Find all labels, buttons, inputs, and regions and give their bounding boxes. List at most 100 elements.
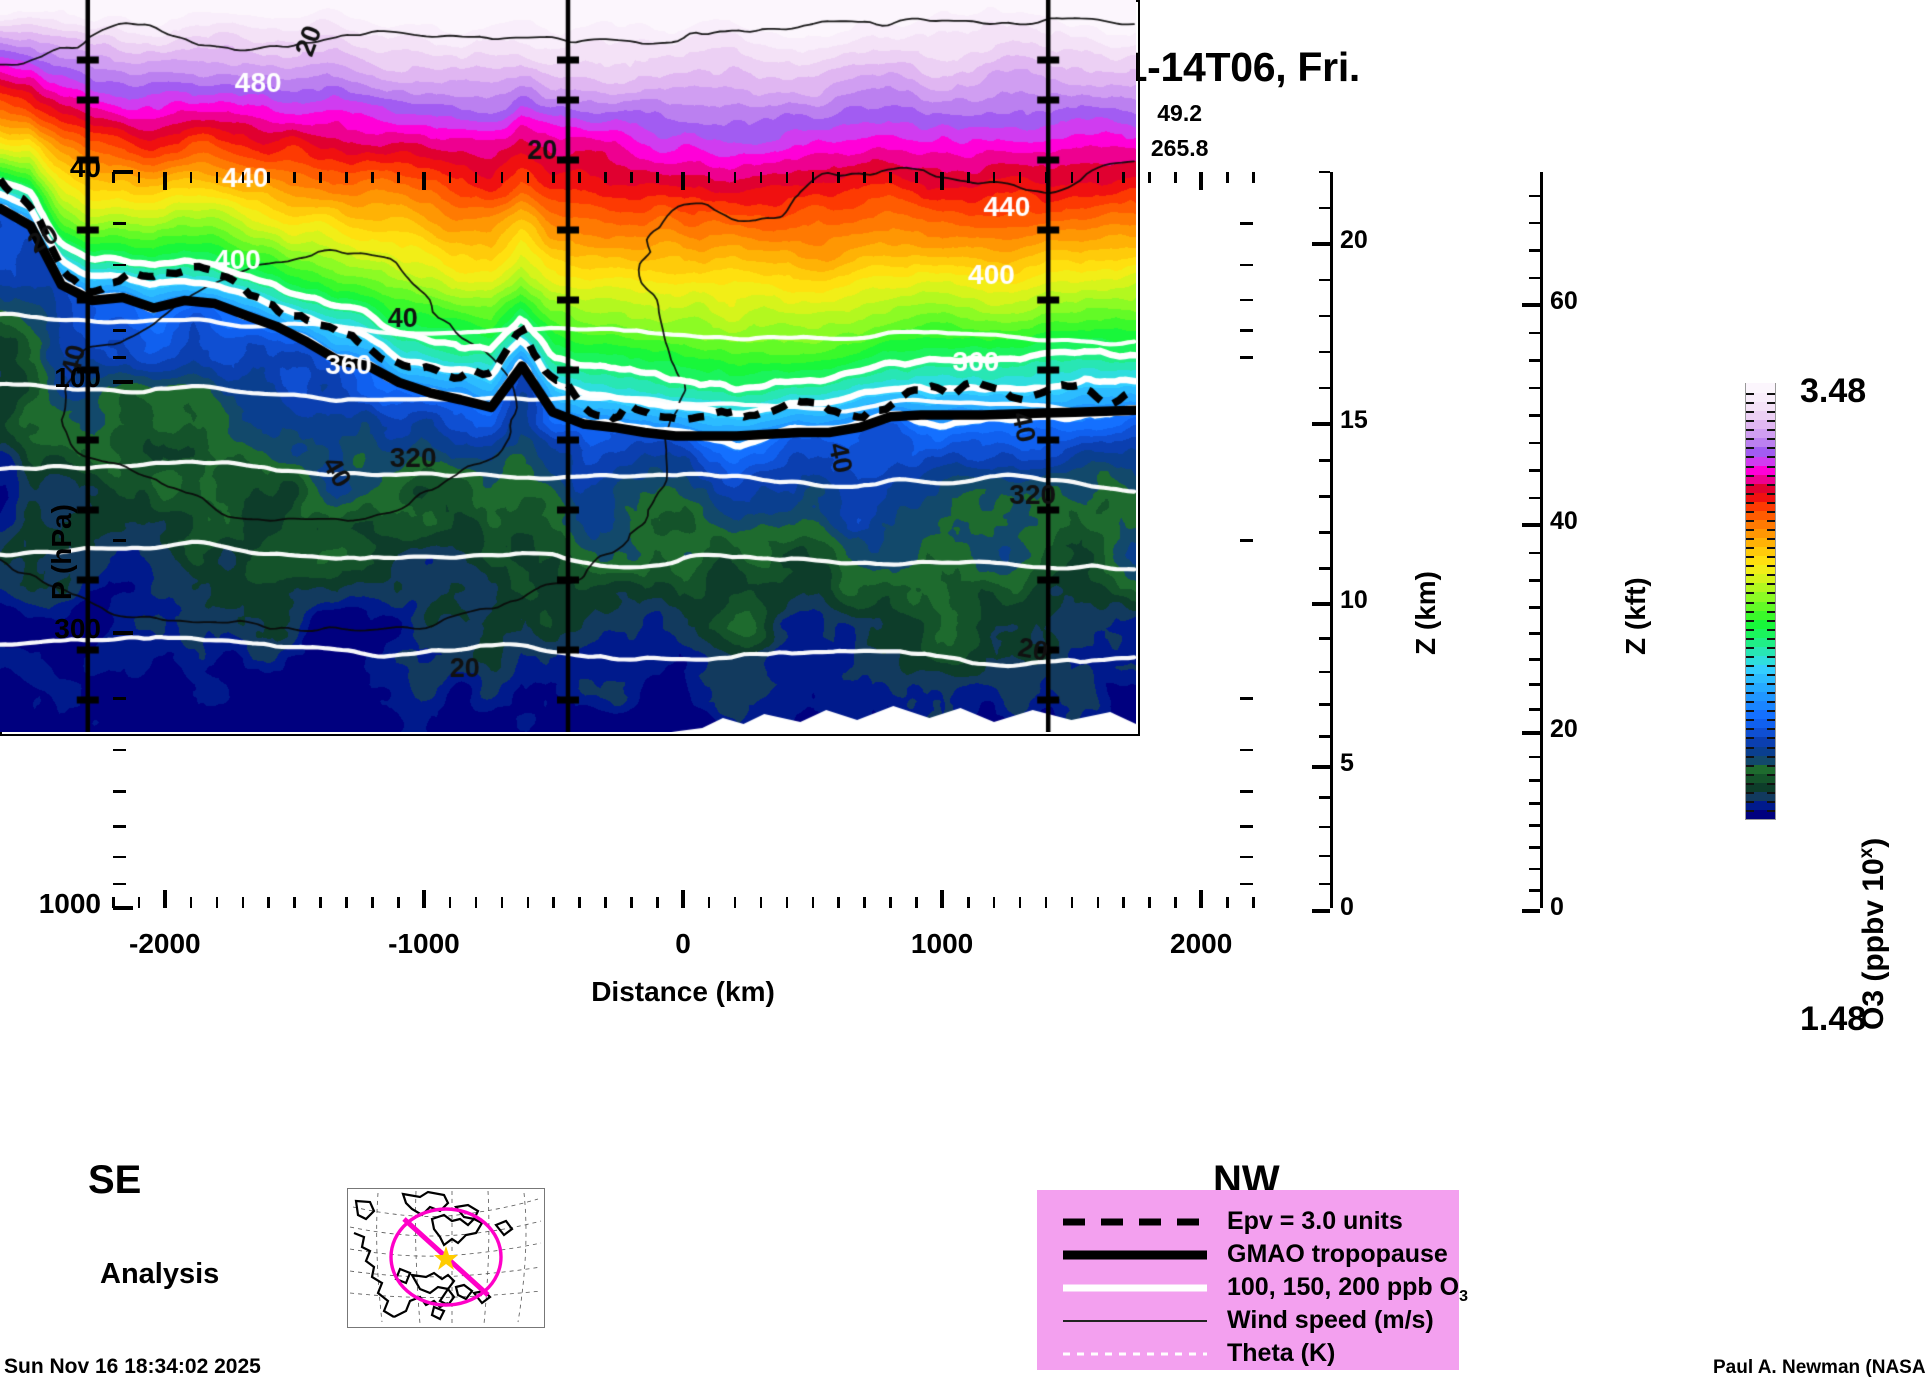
colorbar-tick [1767,791,1775,794]
colorbar-tick [1746,764,1754,767]
bottom-minor-tick [967,897,970,908]
colorbar-tick [1746,393,1754,396]
colorbar-tick [1746,556,1754,559]
bottom-minor-tick [1122,897,1125,908]
top-minor-tick [863,172,866,183]
z-kft-axis-title-text: Z (kft) [1620,576,1651,655]
colorbar-tick [1767,746,1775,749]
z-km-axis-label: 15 [1340,406,1368,434]
left-major-tick [113,906,133,910]
map-inset[interactable] [347,1188,545,1328]
z-kft-minor-tick [1529,469,1540,472]
top-minor-tick [526,172,530,183]
bottom-minor-tick [293,897,296,908]
colorbar-tick [1767,583,1775,586]
colorbar-band [1746,627,1775,638]
colorbar-band [1746,555,1775,566]
colorbar [1745,382,1776,820]
colorbar-tick [1746,501,1754,504]
colorbar-tick [1746,411,1754,414]
z-kft-minor-tick [1529,683,1540,686]
colorbar-band [1746,681,1775,693]
bottom-minor-tick [474,897,478,908]
z-km-axis-label: 10 [1340,585,1368,614]
bottom-minor-tick [552,897,555,908]
top-major-tick [421,172,426,190]
colorbar-band [1746,491,1775,502]
colorbar-tick [1767,719,1775,722]
z-kft-minor-tick [1529,755,1540,759]
colorbar-band [1746,401,1775,412]
right-minor-tick [1240,825,1253,828]
colorbar-tick [1767,601,1775,604]
bottom-axis-label: 2000 [1170,928,1233,959]
z-km-minor-tick [1319,314,1330,318]
left-axis-title-text: P (hPa) [46,504,77,600]
colorbar-band [1746,736,1775,747]
colorbar-tick [1767,592,1775,595]
z-kft-minor-tick [1529,441,1540,445]
bottom-minor-tick [189,897,193,908]
analysis-label: Analysis [100,1258,220,1290]
top-minor-tick [500,172,504,183]
bottom-minor-tick [1096,897,1100,908]
z-km-axis-line [1330,172,1333,908]
legend-box: Epv = 3.0 units GMAO tropopause 100, 150, … [1037,1190,1468,1370]
z-km-minor-tick [1319,459,1330,462]
colorbar-tick [1767,438,1775,441]
top-minor-tick [992,172,996,183]
colorbar-tick [1767,456,1775,459]
left-minor-tick [113,825,126,828]
bottom-minor-tick [1226,897,1229,908]
top-minor-tick [915,172,918,183]
colorbar-tick [1746,592,1754,595]
z-kft-axis-label: 0 [1550,893,1564,921]
colorbar-band [1746,709,1775,720]
left-minor-tick [113,298,126,302]
top-minor-tick [967,172,970,183]
z-kft-minor-tick [1529,824,1540,827]
colorbar-tick [1767,547,1775,550]
colorbar-tick [1746,791,1754,794]
cross-section-plot[interactable] [0,0,1140,736]
z-km-minor-tick [1319,170,1330,174]
colorbar-band [1746,455,1775,466]
bottom-major-tick [940,890,945,908]
colorbar-band [1746,645,1775,656]
colorbar-band [1746,727,1775,738]
top-minor-tick [889,172,892,183]
top-minor-tick [474,172,478,183]
bottom-minor-tick [733,897,737,908]
z-km-major-tick [1312,422,1330,426]
top-minor-tick [293,172,296,183]
legend-label: GMAO tropopause [1227,1240,1448,1268]
colorbar-tick [1746,601,1754,604]
colorbar-tick [1746,420,1754,423]
left-axis-label: 1000 [38,888,101,919]
colorbar-tick [1767,447,1775,450]
ozone-field-canvas [0,0,1136,732]
colorbar-tick [1767,764,1775,767]
colorbar-title-sup: x [1856,847,1877,859]
colorbar-tick [1746,583,1754,586]
colorbar-tick [1746,728,1754,731]
right-minor-tick [1240,855,1253,859]
right-minor-tick [1240,329,1253,332]
top-minor-tick [630,172,633,183]
colorbar-tick [1767,483,1775,486]
top-minor-tick [189,172,193,183]
bottom-axis-label: 0 [675,928,691,959]
z-kft-major-tick [1522,909,1540,913]
bottom-minor-tick [1252,897,1255,908]
colorbar-tick [1767,492,1775,495]
bottom-minor-tick [889,897,892,908]
right-minor-tick [1240,882,1253,886]
colorbar-band [1746,808,1775,819]
right-minor-tick [1240,222,1253,225]
colorbar-tick [1746,492,1754,495]
bottom-minor-tick [863,897,866,908]
bottom-minor-tick [241,897,245,908]
colorbar-band [1746,518,1775,530]
colorbar-tick [1767,628,1775,631]
colorbar-tick [1746,519,1754,522]
